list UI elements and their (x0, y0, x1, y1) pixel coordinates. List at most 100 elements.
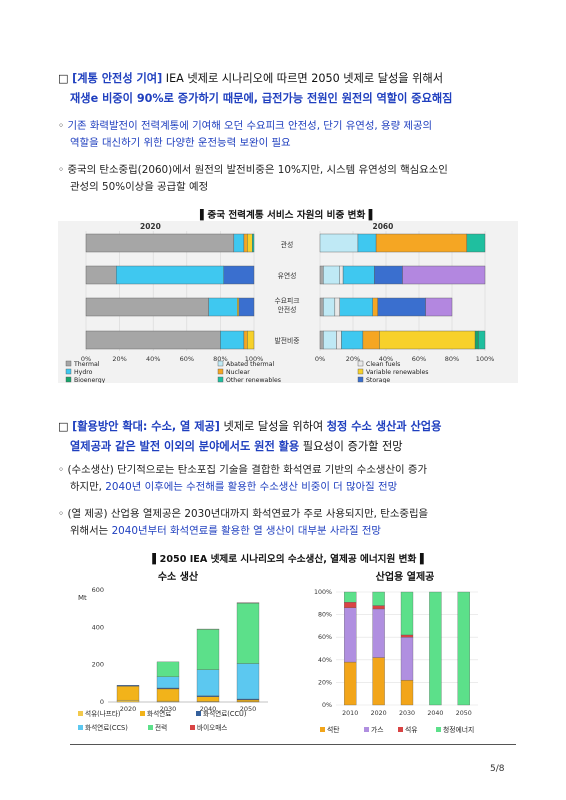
section1-bullet2-line1: 중국의 탄소중립(2060)에서 원전의 발전비중은 10%지만, 시스템 유연… (67, 164, 448, 176)
chart2-legend-swatch (78, 711, 83, 716)
chart2-bar-segment (116, 699, 140, 703)
chart2-legend-label: 화석연료(CCU) (203, 709, 246, 718)
chart1-bar-segment (342, 265, 375, 285)
chart3-category-label: 2040 (427, 710, 443, 717)
chart1-bar-segment (319, 297, 324, 317)
chart3-legend-label: 청정에너지 (443, 725, 474, 734)
chart2-legend-label: 전력 (155, 723, 167, 732)
chart1-bar-segment (341, 330, 364, 350)
chart1-bar-segment (362, 330, 380, 350)
chart1-tick-label: 80% (213, 355, 227, 363)
chart1-tick-label: 0% (315, 355, 325, 363)
chart1-panel-title: 2020 (140, 222, 161, 231)
chart1-bar-segment (233, 233, 245, 253)
chart1-bar-segment (85, 330, 221, 350)
chart1-bar-segment (478, 330, 486, 350)
chart2-bar-segment (196, 696, 220, 702)
chart1-panel-title: 2060 (373, 222, 394, 231)
chart2-legend-label: 화석연료 (147, 709, 171, 718)
chart1-legend-swatch (357, 368, 364, 375)
chart2-category-label: 2030 (160, 705, 177, 713)
chart3-legend-swatch (320, 727, 325, 732)
chart2-y-label: Mt (78, 594, 87, 602)
chart3-bar-segment (372, 657, 385, 706)
chart1-category-label: 유연성 (278, 271, 297, 280)
chart1-legend-label: Variable renewables (366, 369, 429, 376)
chart1-tick-label: 100% (245, 355, 264, 363)
chart1-bar-segment (252, 233, 255, 253)
section2-bullet2: ◦ (열 제공) 산업용 열제공은 2030년대까지 화석연료가 주로 사용되지… (58, 506, 518, 540)
chart1-legend-swatch (65, 360, 72, 367)
chart3-legend-swatch (398, 727, 403, 732)
chart1-bar-segment (243, 330, 248, 350)
chart1-tick-label: 80% (445, 355, 459, 363)
section1-bullet1-line2: 역할을 대신하기 위한 다양한 운전능력 보완이 필요 (70, 137, 291, 149)
chart3-bar-segment (344, 602, 357, 608)
chart1-bar-segment (339, 265, 344, 285)
chart2-bar-segment (116, 685, 140, 701)
section1-heading-line2: 재생e 비중이 90%로 증가하기 때문에, 급전가능 전원인 원전의 역할이 … (70, 92, 453, 105)
chart3-title: 산업용 열제공 (376, 570, 435, 583)
chart2-tick-label: 600 (92, 586, 104, 594)
section1-bracket: [계통 안전성 기여] (72, 72, 163, 85)
chart2-tick-label: 0 (100, 698, 104, 706)
chart2-tick-label: 400 (92, 623, 104, 631)
chart2-title: 수소 생산 (158, 570, 199, 583)
chart2-category-label: 2020 (120, 705, 137, 713)
chart3-category-label: 2020 (371, 710, 387, 717)
chart3-legend-swatch (364, 727, 369, 732)
chart2-category-label: 2040 (200, 705, 217, 713)
chart2-bar-segment (196, 629, 220, 670)
section2-heading-line2: 열제공과 같은 발전 이외의 분야에서도 원전 활용 필요성이 증가할 전망 (70, 438, 530, 456)
chart3-tick-label: 80% (318, 612, 332, 619)
chart1-bar-segment (220, 330, 245, 350)
section1-bullet2: ◦ 중국의 탄소중립(2060)에서 원전의 발전비중은 10%지만, 시스템 … (58, 162, 518, 196)
chart2-legend-swatch (140, 711, 145, 716)
chart1-tick-label: 20% (346, 355, 360, 363)
chart1-tick-label: 20% (112, 355, 126, 363)
section2-line2-rest: 필요성이 증가할 전망 (302, 440, 403, 453)
chart1-legend-swatch (217, 368, 224, 375)
section1-bullet1-line1: 기존 화력발전이 전력계통에 기여해 오던 수요피크 안전성, 단기 유연성, … (67, 120, 433, 132)
chart1-bar-segment (323, 297, 336, 317)
chart3-bar-segment (372, 591, 385, 606)
section2-marker: □ (58, 420, 69, 433)
chart1-legend-swatch (357, 376, 364, 383)
chart1-bar-segment (357, 233, 377, 253)
bullet-marker: ◦ (58, 464, 65, 476)
chart1-tick-label: 60% (412, 355, 426, 363)
chart2-bar-segment (116, 685, 140, 687)
chart1-bar-segment (243, 233, 248, 253)
chart2-tick-label: 200 (92, 661, 104, 669)
chart3-tick-label: 0% (322, 702, 332, 709)
chart3-category-label: 2030 (399, 710, 415, 717)
chart1-bar-segment (336, 330, 342, 350)
chart1-bar-segment (223, 265, 255, 285)
chart1-legend-swatch (217, 360, 224, 367)
footer-divider (70, 744, 516, 745)
chart1-bar-segment (85, 233, 235, 253)
chart1-legend-swatch (65, 376, 72, 383)
chart1-bar-segment (208, 297, 238, 317)
chart3-tick-label: 60% (318, 634, 332, 641)
chart1-bar-segment (85, 265, 117, 285)
china-grid-services-chart: 2020 0% 20% 40% 60% 80% 100% 2060 0% 20% 40% 60% 80%… (58, 221, 518, 383)
chart1-bar-segment (372, 297, 378, 317)
section2-bullet2-line1: (열 제공) 산업용 열제공은 2030년대까지 화석연료가 주로 사용되지만,… (67, 508, 429, 520)
chart1-bar-segment (323, 265, 340, 285)
chart1-legend-label: Thermal (73, 361, 100, 368)
chart1-bar-segment (379, 330, 476, 350)
chart1-bar-segment (466, 233, 486, 253)
chart3-tick-label: 20% (318, 679, 332, 686)
chart3-legend-swatch (436, 727, 441, 732)
chart3-bar-segment (400, 637, 414, 681)
chart1-bar-segment (85, 297, 209, 317)
chart3-bar-segment (457, 591, 470, 706)
chart1-bar-segment (319, 265, 324, 285)
section1-heading-line1: □ [계통 안전성 기여] IEA 넷제로 시나리오에 따르면 2050 넷제로… (58, 70, 518, 88)
bullet-marker: ◦ (58, 120, 65, 132)
section1-line1-rest: IEA 넷제로 시나리오에 따르면 2050 넷제로 달성을 위해서 (165, 72, 444, 85)
chart1-category-label: 수요피크 (274, 296, 299, 305)
chart2-bar-segment (236, 699, 260, 702)
section2-bullet2-line2a: 위해서는 (70, 525, 109, 537)
